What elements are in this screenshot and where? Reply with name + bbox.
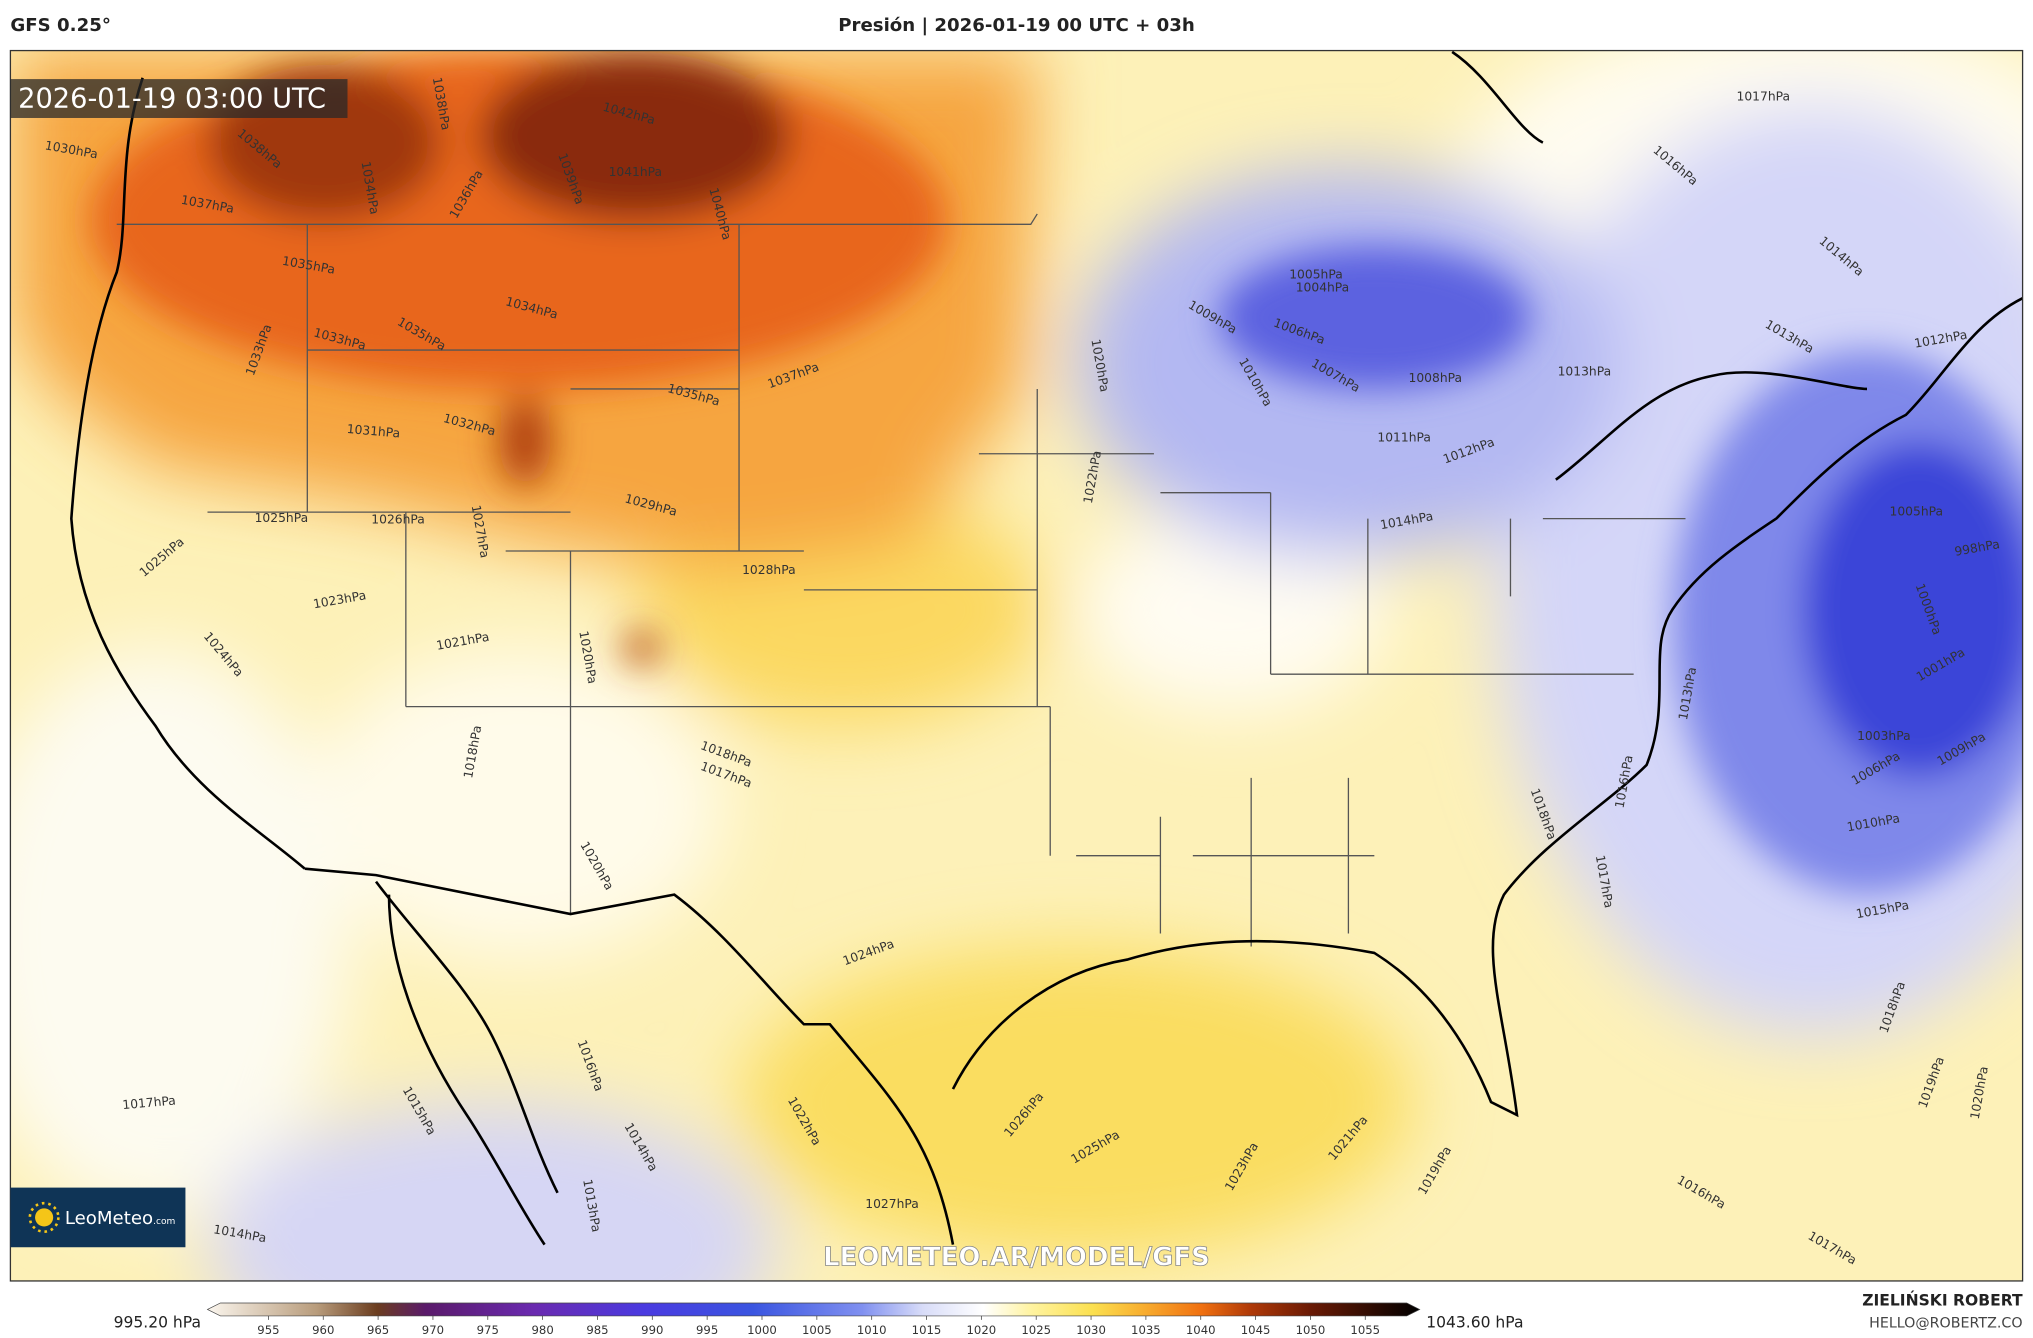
logo-suffix: .com — [153, 1217, 175, 1227]
colorbar-tick-label: 1010 — [857, 1323, 887, 1337]
colorbar-tick-label: 1020 — [967, 1323, 997, 1337]
isobar-label: 1026hPa — [371, 512, 425, 526]
colorbar-tick-label: 1030 — [1076, 1323, 1106, 1337]
logo-main: LeoMeteo — [65, 1208, 153, 1229]
colorbar-tick-label: 1015 — [912, 1323, 942, 1337]
colorbar-tick-label: 1005 — [802, 1323, 832, 1337]
map-title: Presión | 2026-01-19 00 UTC + 03h — [838, 15, 1195, 36]
credit-email: HELLO@ROBERTZ.CO — [1869, 1316, 2022, 1332]
isobar-label: 1013hPa — [1558, 365, 1612, 379]
model-label: GFS 0.25° — [10, 15, 111, 36]
colorbar-tick-label: 975 — [477, 1323, 499, 1337]
colorbar-tick-label: 1040 — [1186, 1323, 1216, 1337]
watermark: LEOMETEO.AR/MODEL/GFS — [823, 1242, 1210, 1272]
colorbar-tick-label: 1050 — [1296, 1323, 1326, 1337]
colorbar-tick-label: 955 — [257, 1323, 279, 1337]
isobar-label: 1003hPa — [1857, 729, 1911, 743]
isobar-label: 1028hPa — [742, 563, 796, 577]
isobar-label: 1011hPa — [1377, 431, 1430, 445]
colorbar-tick-label: 970 — [422, 1323, 444, 1337]
colorbar-tick-label: 1035 — [1131, 1323, 1161, 1337]
isobar-label: 1031hPa — [346, 422, 401, 441]
isobar-label: 1027hPa — [865, 1197, 919, 1211]
logo-rays — [28, 1201, 60, 1233]
colorbar-tick-label: 1045 — [1241, 1323, 1271, 1337]
isobar-label: 1041hPa — [609, 165, 663, 179]
isobar-label: 1005hPa — [1890, 505, 1944, 519]
colorbar-tick-label: 960 — [312, 1323, 334, 1337]
timestamp-box — [10, 79, 348, 118]
colorbar-tick-label: 1055 — [1350, 1323, 1380, 1337]
colorbar-tick-label: 990 — [641, 1323, 663, 1337]
logo-sun — [35, 1208, 54, 1227]
colorbar-min: 995.20 hPa — [114, 1314, 201, 1332]
isobar-label: 1004hPa — [1296, 280, 1350, 294]
colorbar-ticks: 955 960 965 970 975 980 985 990 995 1000 1005 1010 1… — [257, 1315, 1380, 1337]
isobar-label: 1008hPa — [1409, 371, 1463, 385]
map-frame — [9, 49, 2024, 1282]
colorbar-tick-label: 1000 — [747, 1323, 777, 1337]
timestamp: 2026-01-19 03:00 UTC — [18, 84, 326, 115]
colorbar-tick-label: 965 — [367, 1323, 389, 1337]
isobar-label: 1005hPa — [1289, 267, 1343, 281]
logo-text: LeoMeteo.com — [65, 1208, 176, 1229]
colorbar-tick-label: 980 — [532, 1323, 554, 1337]
isobar-label: 1017hPa — [1737, 90, 1790, 104]
colorbar-tick-label: 1025 — [1021, 1323, 1051, 1337]
colorbar — [206, 1302, 1421, 1317]
isobar-label: 1017hPa — [122, 1094, 177, 1113]
isobar-label: 1025hPa — [255, 511, 309, 525]
colorbar-tick-label: 985 — [586, 1323, 608, 1337]
colorbar-max: 1043.60 hPa — [1426, 1314, 1523, 1332]
credit-name: ZIELIŃSKI ROBERT — [1862, 1291, 2023, 1310]
colorbar-tick-label: 995 — [696, 1323, 718, 1337]
map — [10, 50, 2023, 1281]
